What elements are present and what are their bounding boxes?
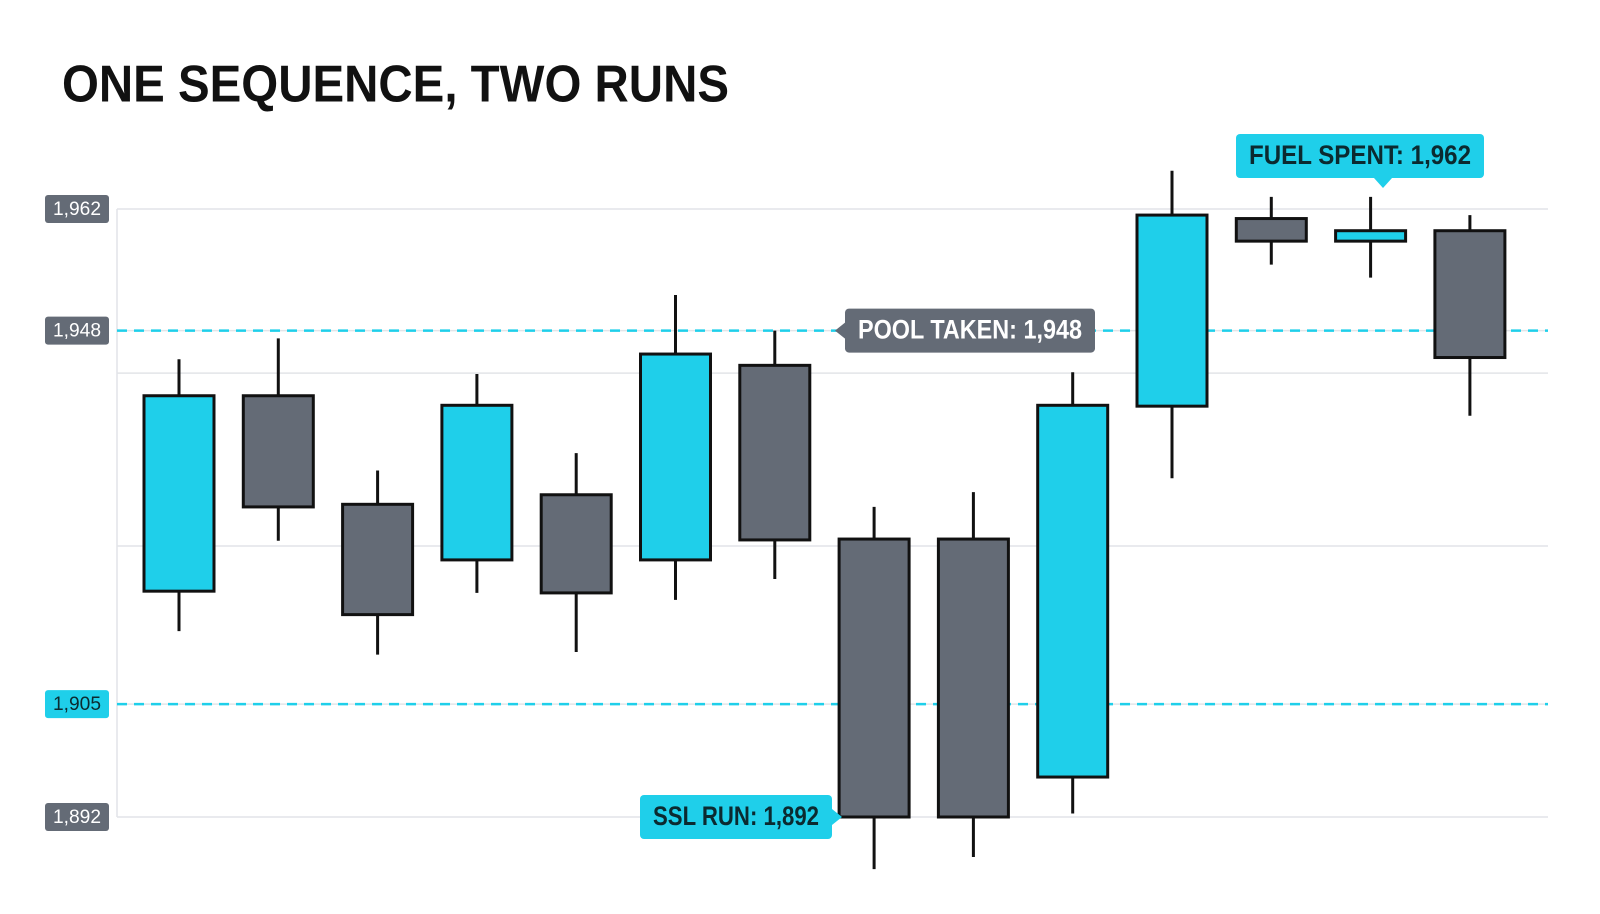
candle-body bbox=[738, 363, 812, 542]
annotation-pointer bbox=[835, 322, 845, 339]
candle-body bbox=[837, 537, 911, 819]
candle-body bbox=[142, 394, 216, 593]
candle-body bbox=[539, 493, 613, 595]
y-tick-badge bbox=[45, 803, 109, 831]
candle-body bbox=[341, 502, 415, 617]
annotation-label: FUEL SPENT: 1,962 bbox=[1249, 140, 1471, 170]
annotation-badge bbox=[845, 308, 1095, 353]
candle-body bbox=[241, 394, 315, 509]
candle-body bbox=[1433, 229, 1507, 360]
annotation-label: POOL TAKEN: 1,948 bbox=[858, 315, 1082, 345]
annotation-badge bbox=[640, 795, 832, 839]
candle-body bbox=[936, 537, 1010, 819]
y-tick-label: 1,962 bbox=[53, 199, 101, 220]
candle-body bbox=[1135, 213, 1209, 408]
y-tick-label: 1,892 bbox=[53, 807, 101, 828]
annotation-label: SSL RUN: 1,892 bbox=[653, 801, 819, 831]
y-tick-badge bbox=[45, 316, 109, 345]
annotation-pointer bbox=[1374, 178, 1392, 188]
candle-body bbox=[440, 403, 514, 562]
chart-title: ONE SEQUENCE, TWO RUNS bbox=[62, 56, 729, 114]
y-tick-badge bbox=[45, 690, 109, 719]
y-tick-label: 1,948 bbox=[53, 321, 101, 342]
candle-body bbox=[1036, 403, 1110, 779]
candle-body bbox=[1234, 217, 1308, 243]
y-tick-badge bbox=[45, 195, 109, 223]
annotation-badge bbox=[1236, 134, 1484, 178]
y-tick-label: 1,905 bbox=[53, 694, 101, 715]
annotation-pointer bbox=[832, 809, 842, 825]
candle-body bbox=[639, 352, 712, 562]
candle-body bbox=[1334, 229, 1408, 243]
